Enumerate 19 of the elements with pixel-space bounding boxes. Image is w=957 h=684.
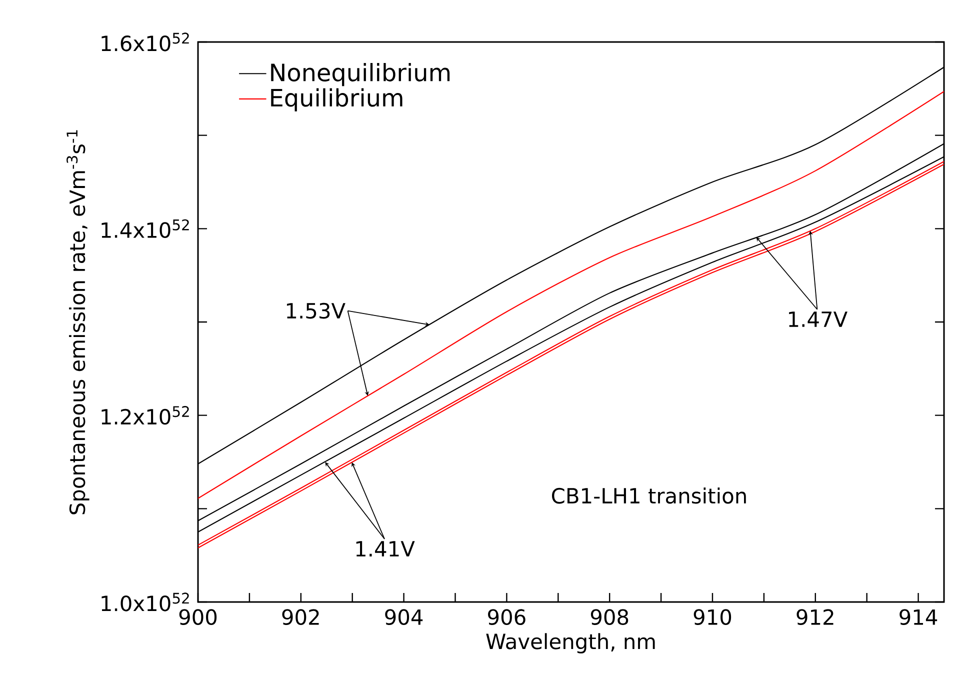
y-tick-label: 1.6x10$^{52}$: [102, 32, 189, 52]
x-tick-label: 908: [590, 609, 628, 625]
x-tick-label: 914: [900, 609, 938, 625]
y-tick-label: 1.4x10$^{52}$: [102, 219, 189, 238]
annotation: CB1-LH1 transition: [552, 488, 746, 504]
legend-label: Nonequilibrium: [271, 62, 450, 86]
y-tick-label: 1.2x10$^{52}$: [102, 406, 189, 425]
annotation: 1.53V: [286, 302, 346, 319]
y-axis-title: Spontaneous emission rate, eVm$^{-3}$s$^{-1}$: [66, 130, 90, 514]
x-axis-title: Wavelength, nm: [486, 633, 655, 654]
annotation: 1.47V: [789, 312, 848, 327]
x-tick-label: 904: [385, 609, 423, 625]
legend-label: Equilibrium: [271, 88, 402, 112]
x-tick-label: 902: [282, 609, 319, 625]
x-tick-label: 910: [694, 609, 732, 625]
x-tick-label: 912: [796, 609, 834, 625]
annotation: 1.41V: [356, 541, 415, 556]
x-tick-label: 900: [179, 609, 217, 625]
x-tick-label: 906: [488, 609, 526, 625]
